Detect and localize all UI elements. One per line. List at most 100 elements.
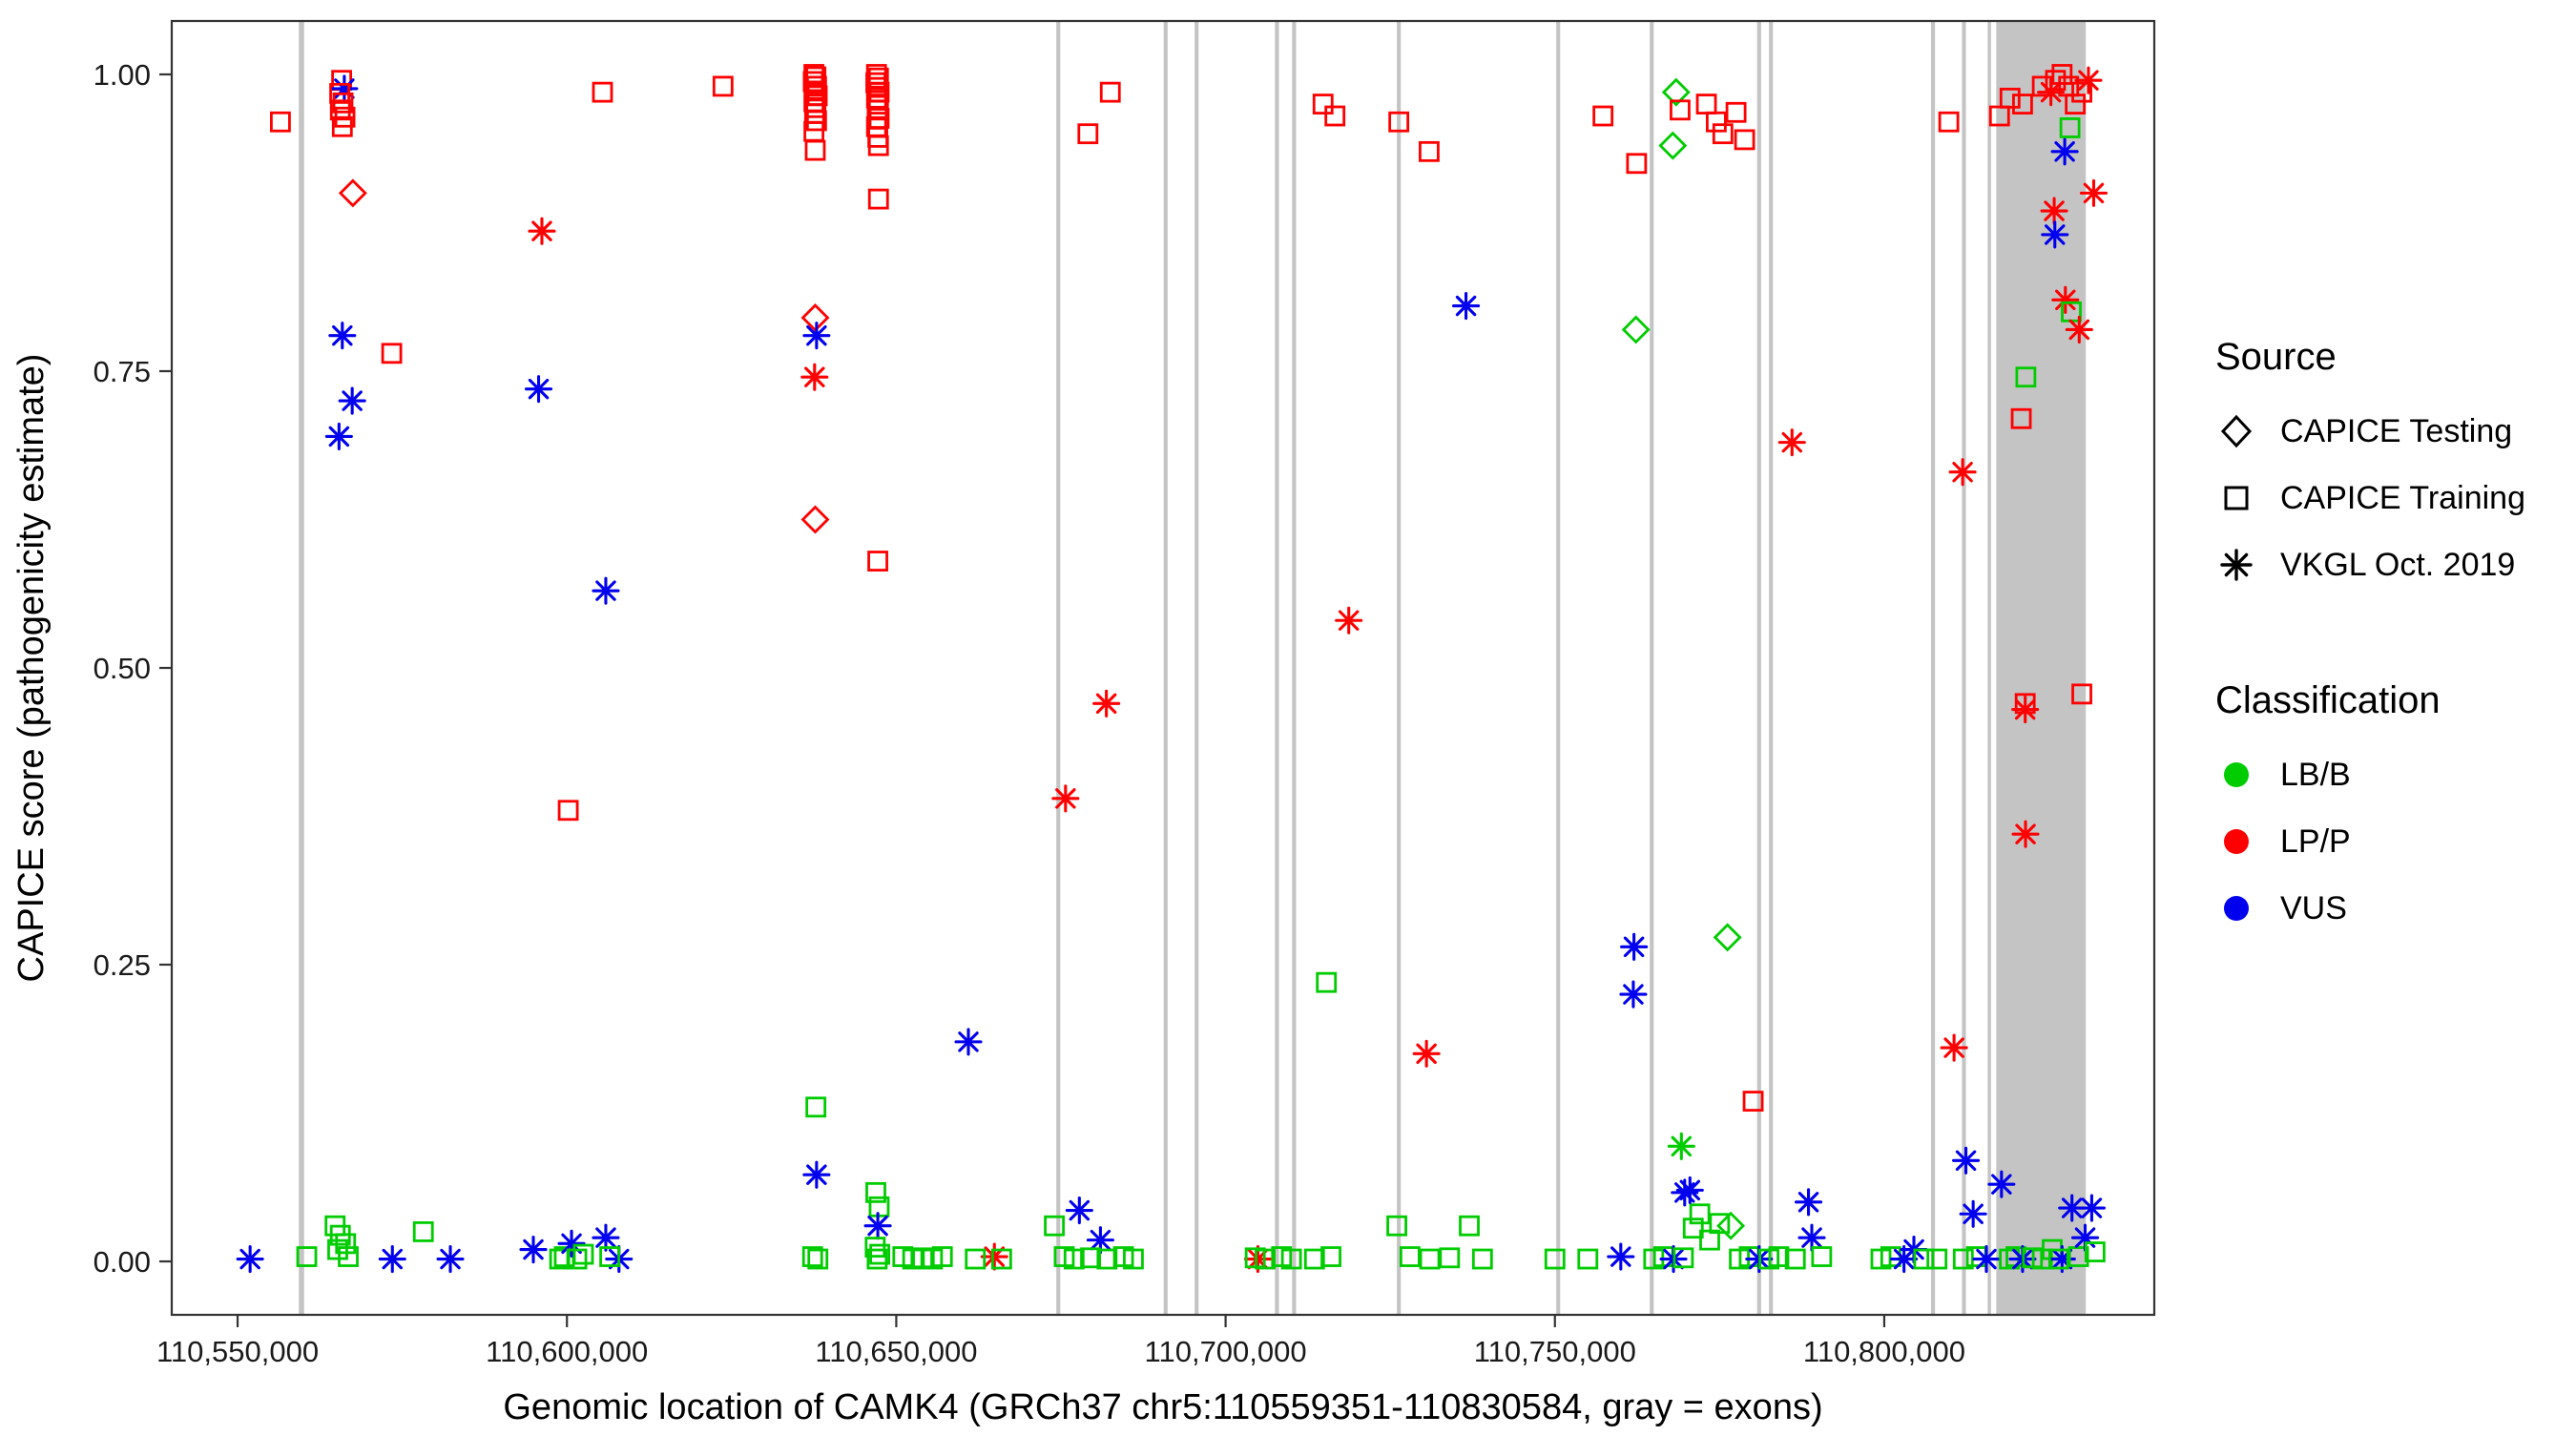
data-point bbox=[1999, 87, 2021, 109]
y-tick-label: 0.50 bbox=[93, 652, 151, 685]
y-tick-label: 1.00 bbox=[93, 58, 151, 92]
data-point bbox=[954, 1028, 983, 1056]
data-point bbox=[557, 800, 579, 822]
exon-band bbox=[1996, 21, 2087, 1315]
data-point bbox=[1706, 111, 1727, 133]
legend-item-label: VUS bbox=[2280, 889, 2347, 926]
data-point bbox=[1667, 1132, 1695, 1160]
data-point bbox=[2084, 1241, 2106, 1262]
data-point bbox=[863, 1212, 892, 1240]
data-point bbox=[1712, 123, 1734, 145]
data-point bbox=[1675, 1176, 1704, 1204]
data-point bbox=[1459, 1215, 1480, 1237]
data-point bbox=[1940, 1033, 1968, 1062]
legend-item-capice-training: CAPICE Training bbox=[2215, 465, 2525, 531]
data-point bbox=[1734, 129, 1755, 151]
data-point bbox=[2074, 66, 2103, 94]
data-point bbox=[800, 363, 829, 391]
data-point bbox=[869, 1243, 891, 1265]
legend: Source CAPICE Testing CAPICE Training bbox=[2215, 336, 2525, 942]
data-point bbox=[1592, 105, 1614, 127]
data-point bbox=[2014, 693, 2036, 715]
data-point bbox=[1303, 1248, 1325, 1270]
data-point bbox=[1658, 131, 1688, 160]
data-point bbox=[2045, 70, 2067, 92]
data-point bbox=[1988, 105, 2010, 127]
data-point bbox=[2047, 1248, 2069, 1270]
y-tick-label: 0.00 bbox=[93, 1245, 151, 1279]
data-point bbox=[712, 75, 734, 97]
data-point bbox=[1695, 94, 1717, 114]
data-point bbox=[1777, 428, 1806, 457]
data-point bbox=[802, 1160, 831, 1189]
data-point bbox=[328, 322, 357, 350]
data-point bbox=[557, 1229, 586, 1258]
legend-classification-group: Classification LB/B LP/P VUS bbox=[2215, 679, 2525, 942]
data-point bbox=[1689, 1203, 1711, 1225]
exon-band bbox=[299, 21, 304, 1315]
data-point bbox=[2040, 197, 2068, 225]
legend-item-label: LB/B bbox=[2280, 756, 2351, 793]
data-point bbox=[1051, 784, 1080, 813]
lbb-dot-icon bbox=[2215, 754, 2257, 796]
exon-bands bbox=[299, 21, 2087, 1315]
x-tick-label: 110,750,000 bbox=[1474, 1335, 1636, 1368]
exon-band bbox=[1195, 21, 1199, 1315]
data-point bbox=[1725, 101, 1747, 123]
data-point bbox=[1320, 1246, 1341, 1267]
data-point bbox=[1682, 1217, 1704, 1239]
data-point bbox=[864, 1237, 886, 1258]
data-point bbox=[866, 1248, 888, 1270]
diamond-icon bbox=[2215, 410, 2257, 452]
data-point bbox=[2041, 220, 2069, 249]
exon-band bbox=[1397, 21, 1402, 1315]
legend-source-title: Source bbox=[2215, 336, 2337, 378]
panel-border bbox=[170, 19, 2156, 1317]
legend-classification-title: Classification bbox=[2215, 679, 2441, 721]
vus-dot-icon bbox=[2215, 887, 2257, 929]
data-point bbox=[2065, 94, 2087, 114]
data-point bbox=[802, 322, 831, 350]
data-point bbox=[2077, 1194, 2106, 1222]
data-point bbox=[519, 1236, 548, 1264]
data-point bbox=[2079, 178, 2109, 207]
data-point bbox=[1621, 315, 1651, 344]
y-tick-label: 0.25 bbox=[93, 948, 151, 982]
data-point bbox=[566, 1248, 588, 1270]
data-point bbox=[1544, 1248, 1566, 1270]
data-point bbox=[1811, 1246, 1833, 1267]
data-point bbox=[1452, 292, 1481, 321]
data-point bbox=[2050, 137, 2079, 166]
data-point bbox=[1092, 689, 1121, 718]
legend-item-label: VKGL Oct. 2019 bbox=[2280, 546, 2516, 583]
data-point bbox=[865, 1181, 886, 1203]
lpp-dot-icon bbox=[2215, 821, 2257, 863]
asterisk-icon bbox=[2215, 544, 2257, 586]
legend-item-capice-testing: CAPICE Testing bbox=[2215, 398, 2525, 465]
y-axis: 0.00 0.25 0.50 0.75 1.00 bbox=[93, 58, 172, 1279]
x-tick-label: 110,550,000 bbox=[156, 1335, 319, 1368]
data-point bbox=[1913, 1248, 1935, 1270]
data-point bbox=[865, 87, 887, 109]
data-point bbox=[329, 99, 351, 121]
data-point bbox=[1577, 1248, 1599, 1270]
x-tick-label: 110,600,000 bbox=[486, 1335, 648, 1368]
data-point bbox=[599, 1246, 620, 1267]
data-point bbox=[338, 386, 366, 415]
exon-band bbox=[1987, 21, 1991, 1315]
exon-band bbox=[1163, 21, 1168, 1315]
data-point bbox=[1619, 980, 1648, 1009]
x-axis: 110,550,000 110,600,000 110,650,000 110,700… bbox=[156, 1315, 1965, 1368]
data-point bbox=[1742, 1091, 1764, 1112]
data-point bbox=[1972, 1244, 2001, 1274]
data-point bbox=[1386, 1215, 1407, 1237]
data-point bbox=[1044, 1215, 1065, 1237]
data-point bbox=[2015, 366, 2037, 388]
data-point bbox=[800, 505, 830, 534]
x-tick-label: 110,650,000 bbox=[815, 1335, 977, 1368]
square-icon bbox=[2215, 477, 2257, 519]
data-point bbox=[2010, 407, 2032, 429]
data-point bbox=[805, 110, 827, 132]
